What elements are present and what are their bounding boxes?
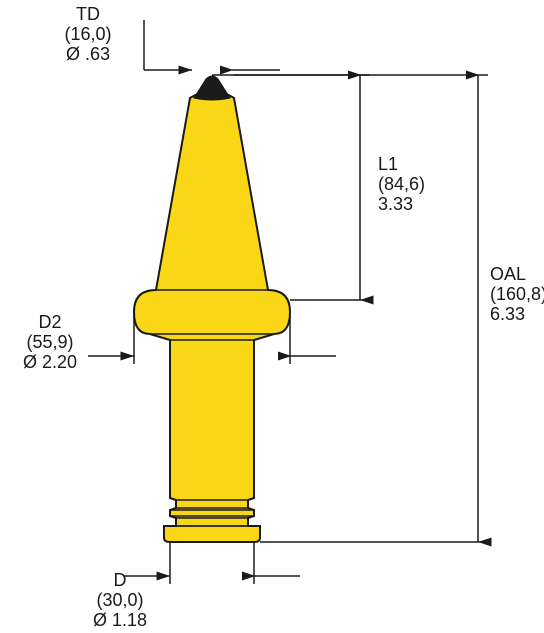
svg-text:(55,9): (55,9) [26, 332, 73, 352]
svg-text:Ø 1.18: Ø 1.18 [93, 610, 147, 630]
dimension-td: TD(16,0)Ø .63 [64, 4, 280, 70]
svg-text:D2: D2 [38, 312, 61, 332]
svg-text:(160,8): (160,8) [490, 284, 544, 304]
svg-text:(16,0): (16,0) [64, 24, 111, 44]
svg-text:Ø 2.20: Ø 2.20 [23, 352, 77, 372]
cutting-tool-part [134, 76, 290, 542]
svg-text:(30,0): (30,0) [96, 590, 143, 610]
svg-text:6.33: 6.33 [490, 304, 525, 324]
svg-text:L1: L1 [378, 154, 398, 174]
engineering-drawing: TD(16,0)Ø .63 L1(84,6)3.33 OAL(160,8)6.3… [0, 0, 544, 633]
svg-text:D: D [114, 570, 127, 590]
svg-text:3.33: 3.33 [378, 194, 413, 214]
svg-text:(84,6): (84,6) [378, 174, 425, 194]
svg-text:OAL: OAL [490, 264, 526, 284]
dimension-d: D(30,0)Ø 1.18 [93, 542, 300, 630]
svg-text:TD: TD [76, 4, 100, 24]
svg-text:Ø .63: Ø .63 [66, 44, 110, 64]
